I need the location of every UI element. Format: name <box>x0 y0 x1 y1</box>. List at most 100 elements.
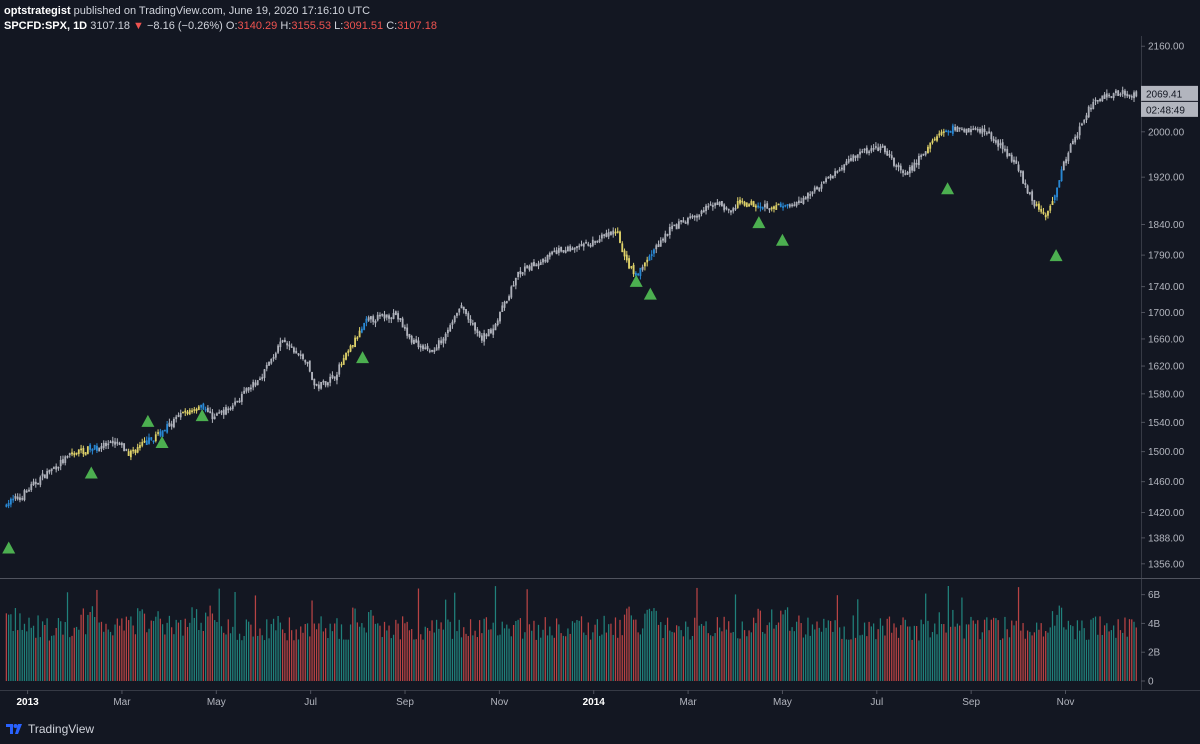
volume-bar <box>555 618 558 681</box>
candle-body <box>120 442 123 446</box>
volume-bar <box>300 626 302 681</box>
volume-bar <box>100 621 103 681</box>
buy-signal-marker[interactable] <box>1049 249 1063 262</box>
candle-body <box>650 254 653 257</box>
volume-bar <box>1065 629 1067 681</box>
symbol-label[interactable]: SPCFD:SPX, 1D <box>4 20 88 32</box>
volume-bar <box>315 629 318 681</box>
author-name[interactable]: optstrategist <box>4 5 71 17</box>
candle-body <box>399 317 402 320</box>
volume-bar <box>836 595 839 681</box>
candle-body <box>859 151 861 155</box>
candle-body <box>304 360 307 363</box>
volume-bar <box>272 618 275 681</box>
volume-bar <box>927 620 929 681</box>
candle-body <box>562 250 565 253</box>
volume-bar <box>69 637 71 681</box>
candle-body <box>788 204 791 207</box>
price-axis[interactable]: 1356.00 1388.00 1420.00 1460.00 1500.00 1540.… <box>1141 42 1185 571</box>
volume-bar <box>458 619 460 681</box>
candle-body <box>761 206 764 210</box>
volume-bar <box>107 629 109 681</box>
candle-body <box>347 350 350 353</box>
volume-bar <box>431 620 433 681</box>
candle-body <box>444 333 447 341</box>
candle-body <box>168 422 171 427</box>
candle-body <box>854 155 857 159</box>
volume-bar <box>311 600 313 681</box>
price-pane[interactable] <box>0 36 1200 690</box>
candle-body <box>419 345 422 348</box>
price-tick-label: 1500.00 <box>1148 447 1185 458</box>
candle-body <box>415 339 418 343</box>
time-axis[interactable]: 2013 Mar May Jul Sep Nov 2014 Mar May Jul Sep Nov <box>0 690 1200 708</box>
candle-body <box>469 318 472 324</box>
candle-body <box>197 406 200 410</box>
candle-body <box>727 208 730 211</box>
candle-body <box>825 178 827 183</box>
volume-bar <box>954 626 956 681</box>
last-price: 3107.18 <box>90 20 130 32</box>
volume-bar <box>580 616 583 681</box>
candle-body <box>283 339 286 343</box>
volume-bar <box>542 629 544 681</box>
candle-body <box>1042 211 1045 214</box>
candle-body <box>426 345 429 350</box>
candle-body <box>902 170 904 174</box>
volume-axis: 6B 4B 2B 0 <box>1141 590 1161 688</box>
candle-body <box>748 204 750 207</box>
candle-body <box>911 165 914 171</box>
buy-signal-marker[interactable] <box>155 436 169 449</box>
buy-signal-marker[interactable] <box>643 287 657 300</box>
buy-signal-marker[interactable] <box>752 216 766 229</box>
brand-name[interactable]: TradingView <box>28 722 95 736</box>
candle-body <box>981 128 984 134</box>
candle-body <box>1126 93 1129 97</box>
volume-bar <box>440 622 442 681</box>
candle-body <box>25 490 28 493</box>
volume-bar <box>261 635 263 681</box>
volume-bar <box>825 627 827 681</box>
candle-body <box>877 147 880 152</box>
volume-bar <box>374 623 377 681</box>
candle-body <box>1074 136 1077 143</box>
candle-body <box>791 204 794 207</box>
volume-bar <box>911 639 913 681</box>
buy-signal-marker[interactable] <box>356 351 370 364</box>
volume-bar <box>329 623 331 681</box>
volume-bar <box>150 620 152 681</box>
buy-signal-marker[interactable] <box>2 541 16 554</box>
buy-signal-marker[interactable] <box>775 233 789 246</box>
volume-bar <box>515 620 517 681</box>
candle-body <box>555 250 558 254</box>
volume-bar <box>748 630 750 681</box>
buy-signal-marker[interactable] <box>84 466 98 479</box>
price-tick-label: 1740.00 <box>1148 282 1185 293</box>
candle-body <box>582 243 585 247</box>
volume-bar <box>732 632 734 681</box>
candle-body <box>442 338 445 344</box>
candle-body <box>895 165 898 167</box>
volume-pane[interactable] <box>5 586 1137 681</box>
volume-bar <box>528 624 531 681</box>
volume-bar <box>143 613 146 681</box>
candle-body <box>1022 171 1024 184</box>
time-tick-label: 2013 <box>16 697 39 708</box>
candle-body <box>338 364 341 375</box>
volume-bar <box>399 639 401 681</box>
volume-bar <box>716 617 718 681</box>
buy-signal-marker[interactable] <box>141 414 155 427</box>
candle-body <box>243 390 246 394</box>
volume-bar <box>293 640 295 681</box>
buy-signal-marker[interactable] <box>629 274 643 287</box>
volume-bar <box>918 640 920 681</box>
candle-body <box>566 246 569 252</box>
buy-signal-marker[interactable] <box>195 409 209 422</box>
volume-bar <box>159 618 161 681</box>
volume-bar <box>26 631 28 681</box>
volume-bar <box>1069 625 1072 681</box>
volume-bar <box>594 624 596 681</box>
tradingview-logo-icon[interactable] <box>6 722 24 734</box>
buy-signal-marker[interactable] <box>941 182 955 195</box>
